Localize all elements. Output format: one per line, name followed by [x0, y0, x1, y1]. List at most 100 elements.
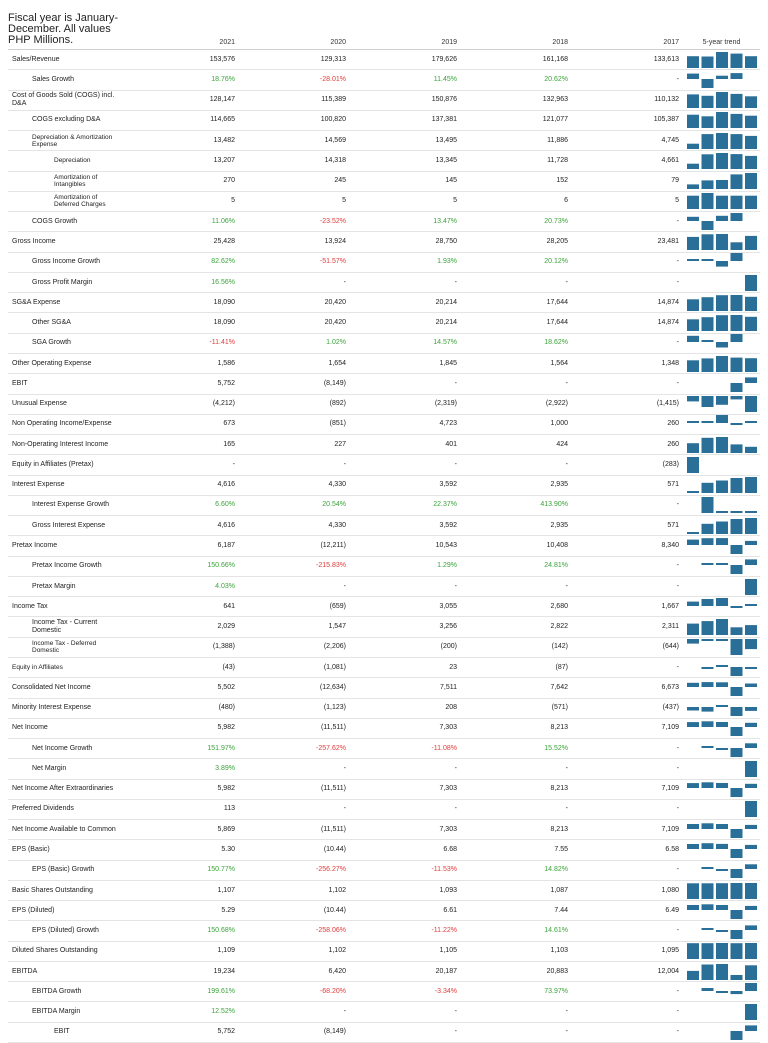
table-row[interactable]: EBIT 5,752 (8,149) - - -	[8, 1022, 760, 1043]
trend-bar	[687, 456, 699, 473]
row-label: SGA Growth	[8, 333, 128, 354]
table-row[interactable]: Amortization of Intangibles 270 245 145 152 7…	[8, 171, 760, 192]
year-header-2021[interactable]: 2021	[128, 0, 239, 50]
row-label: Interest Expense Growth	[8, 495, 128, 517]
table-row[interactable]: Pretax Income Growth 150.66% -215.83% 1.29%…	[8, 556, 760, 577]
table-row[interactable]: SGA Growth -11.41% 1.02% 14.57% 18.62% -	[8, 333, 760, 354]
row-label: Sales/Revenue	[8, 49, 128, 71]
cell-2017: 133,613	[572, 49, 683, 71]
trend-cell	[683, 596, 760, 618]
row-label: Amortization of Deferred Charges	[8, 191, 128, 213]
trend-bar	[745, 864, 757, 870]
table-row[interactable]: Net Margin 3.89% - - - -	[8, 758, 760, 780]
table-row[interactable]: EBITDA Growth 199.61% -68.20% -3.34% 73.97% -	[8, 981, 760, 1003]
cell-2019: 3,256	[350, 616, 461, 638]
trend-sparkbar	[701, 982, 757, 994]
trend-bar	[687, 336, 699, 343]
table-row[interactable]: Minority Interest Expense (480) (1,123) 208…	[8, 698, 760, 719]
table-row[interactable]: EBIT 5,752 (8,149) - - -	[8, 373, 760, 395]
cell-2021: 4.03%	[128, 576, 239, 598]
table-row[interactable]: Sales/Revenue 153,576 129,313 179,626 161,16…	[8, 49, 760, 71]
table-row[interactable]: Depreciation & Amortization Expense 13,48…	[8, 130, 760, 152]
table-row[interactable]: Diluted Shares Outstanding 1,109 1,102 1,10…	[8, 941, 760, 962]
cell-2019: -11.53%	[350, 860, 461, 881]
cell-2020: (11,511)	[239, 819, 350, 841]
trend-bar	[745, 882, 757, 899]
table-row[interactable]: Other Operating Expense 1,586 1,654 1,845 1,…	[8, 353, 760, 375]
trend-bar	[716, 215, 728, 221]
table-row[interactable]: COGS excluding D&A 114,665 100,820 137,381 1…	[8, 110, 760, 132]
cell-2019: 3,055	[350, 596, 461, 618]
cell-2021: 5,869	[128, 819, 239, 841]
trend-bar	[701, 523, 714, 534]
table-row[interactable]: Preferred Dividends 113- - - -	[8, 799, 760, 821]
table-row[interactable]: Non Operating Income/Expense 673 (851) 4,72…	[8, 414, 760, 436]
table-row[interactable]: EBITDA Margin 12.52% - - - -	[8, 1001, 760, 1023]
cell-2018: 20.12%	[461, 252, 572, 273]
cell-2019: 6.61	[350, 900, 461, 922]
table-row[interactable]: Net Income 5,982 (11,511) 7,303 8,213 7,109	[8, 718, 760, 740]
cell-2017: -	[572, 860, 683, 881]
table-row[interactable]: EPS (Diluted) Growth 150.68% -258.06% -11.2…	[8, 920, 760, 942]
trend-cell	[683, 252, 760, 273]
table-row[interactable]: EBITDA 19,234 6,420 20,187 20,883 12,004	[8, 961, 760, 983]
trend-bar	[716, 132, 728, 149]
cell-2018: 7.44	[461, 900, 572, 922]
table-row[interactable]: Sales Growth 18.76% -28.01% 11.45% 20.62% -	[8, 69, 760, 91]
trend-cell	[683, 353, 760, 375]
trend-bar	[716, 152, 728, 169]
cell-2020: 14,318	[239, 150, 350, 172]
table-row[interactable]: Consolidated Net Income 5,502 (12,634) 7,51…	[8, 677, 760, 699]
table-row[interactable]: Net Income Growth 151.97% -257.62% -11.08% 1…	[8, 738, 760, 760]
table-row[interactable]: Non-Operating Interest Income 165 227 401 42…	[8, 434, 760, 456]
table-row[interactable]: Gross Interest Expense 4,616 4,330 3,592 2,9…	[8, 515, 760, 537]
table-row[interactable]: Income Tax 641 (659) 3,055 2,680 1,667	[8, 596, 760, 618]
table-row[interactable]: Interest Expense Growth 6.60% 20.54% 22.37%…	[8, 495, 760, 517]
row-label: Preferred Dividends	[8, 799, 128, 821]
table-row[interactable]: COGS Growth 11.06% -23.52% 13.47% 20.73% -	[8, 211, 760, 233]
table-row[interactable]: Pretax Margin 4.03% - - - -	[8, 576, 760, 598]
table-row[interactable]: Interest Expense 4,616 4,330 3,592 2,935 571	[8, 475, 760, 496]
trend-bar	[716, 480, 728, 494]
trend-bar	[701, 563, 714, 566]
table-row[interactable]: Income Tax - Current Domestic 2,029 1,547 3…	[8, 616, 760, 638]
table-row[interactable]: Gross Profit Margin 16.56% - - - -	[8, 272, 760, 294]
year-header-2017[interactable]: 2017	[572, 0, 683, 50]
table-row[interactable]: Cost of Goods Sold (COGS) incl. D&A 128,1…	[8, 90, 760, 111]
table-row[interactable]: Pretax Income 6,187 (12,211) 10,543 10,408 8,…	[8, 535, 760, 557]
table-row[interactable]: Income Tax - Deferred Domestic (1,388) (2,…	[8, 637, 760, 658]
table-row[interactable]: EPS (Basic) 5.30 (10.44) 6.68 7.55 6.58	[8, 839, 760, 861]
table-row[interactable]: Unusual Expense (4,212) (892) (2,319) (2,922…	[8, 394, 760, 415]
trend-sparkbar	[730, 377, 757, 392]
trend-bar	[687, 707, 699, 711]
trend-sparkbar	[687, 234, 757, 251]
trend-cell	[683, 191, 760, 213]
year-header-2018[interactable]: 2018	[461, 0, 572, 50]
table-row[interactable]: Basic Shares Outstanding 1,107 1,102 1,093 1…	[8, 880, 760, 902]
trend-bar	[730, 478, 743, 494]
table-row[interactable]: Amortization of Deferred Charges 5 5 5 6 5	[8, 191, 760, 213]
row-label: Net Income After Extraordinaries	[8, 779, 128, 800]
table-row[interactable]: Net Income Available to Common 5,869 (11,5…	[8, 819, 760, 841]
cell-2018: 11,886	[461, 130, 572, 152]
table-row[interactable]: Net Income After Extraordinaries 5,982 (11…	[8, 779, 760, 800]
table-row[interactable]: Depreciation 13,207 14,318 13,345 11,728 4,66…	[8, 150, 760, 172]
table-row[interactable]: Equity in Affiliates (Pretax) - - - - (283)	[8, 454, 760, 476]
trend-cell	[683, 515, 760, 537]
table-row[interactable]: Gross Income Growth 82.62% -51.57% 1.93% 20.…	[8, 252, 760, 273]
table-row[interactable]: Equity in Affiliates (43) (1,081) 23 (87) -	[8, 657, 760, 679]
cell-2020: (892)	[239, 394, 350, 415]
year-header-2020[interactable]: 2020	[239, 0, 350, 50]
table-row[interactable]: EPS (Basic) Growth 150.77% -256.27% -11.53%…	[8, 860, 760, 881]
trend-bar	[687, 722, 699, 728]
cell-2021: 199.61%	[128, 981, 239, 1003]
cell-2017: -	[572, 1022, 683, 1043]
cell-2019: -11.22%	[350, 920, 461, 942]
year-header-2019[interactable]: 2019	[350, 0, 461, 50]
table-row[interactable]: Gross Income 25,428 13,924 28,750 28,205 23,4…	[8, 231, 760, 253]
table-row[interactable]: Other SG&A 18,090 20,420 20,214 17,644 14,874	[8, 312, 760, 334]
table-row[interactable]: EPS (Diluted) 5.29 (10.44) 6.61 7.44 6.49	[8, 900, 760, 922]
trend-bar	[730, 196, 743, 210]
row-label: Minority Interest Expense	[8, 698, 128, 719]
table-row[interactable]: SG&A Expense 18,090 20,420 20,214 17,644 14,8…	[8, 292, 760, 314]
